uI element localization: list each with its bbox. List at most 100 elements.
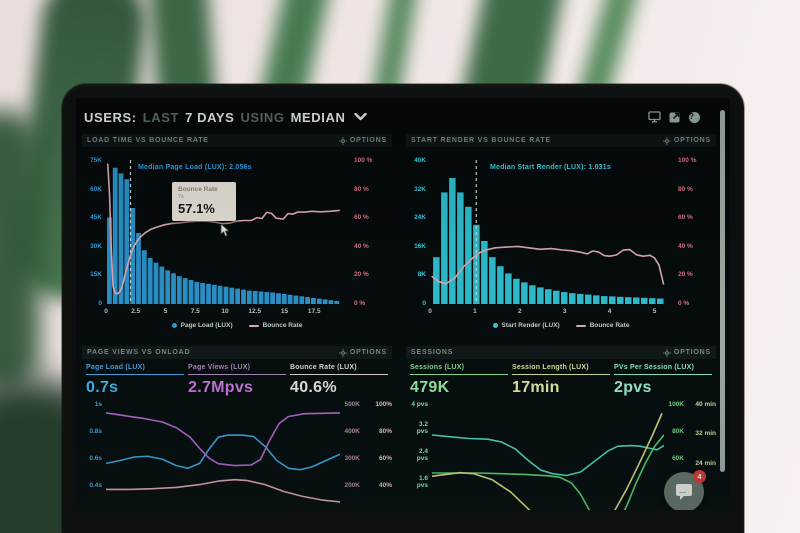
chart-legend: Start Render (LUX) Bounce Rate [406,322,716,329]
axis-tick-label: 40 min [695,401,716,408]
y-axis-right-bounce: 100% 80% 60% 40% [366,401,392,489]
dashboard-header: USERS: LAST 7 DAYS USING MEDIAN ? [84,105,700,129]
axis-tick-label: 7.5 [190,308,200,315]
legend-item-page-load[interactable]: Page Load (LUX) [171,322,233,329]
y-axis-right-minutes: 40 min 32 min 24 min [688,401,716,489]
vertical-scrollbar[interactable] [720,110,725,472]
tooltip-title: Bounce Rate [178,186,218,193]
median-annotation: Median Start Render (LUX): 1.031s [490,164,611,171]
axis-tick-label: 60K [672,455,684,462]
legend-dot [492,323,498,328]
header-toolbar: ? [648,111,700,123]
axis-tick-label: 16K [414,242,426,250]
options-button[interactable]: OPTIONS [339,348,387,357]
panel-header: SESSIONS OPTIONS [406,346,716,359]
metric-session-length: Session Length (LUX) 17min [512,364,610,397]
share-icon[interactable] [669,111,681,123]
axis-tick-label: 30K [90,242,102,250]
metric-pvs-per-session: PVs Per Session (LUX) 2pvs [614,364,712,397]
y-axis-left: 40K 32K 24K 16K 8K 0 [406,157,426,307]
tooltip-time: 7s [178,194,184,200]
metric-value: 0.7s [86,379,119,396]
axis-tick-label: 60K [90,185,102,193]
legend-dot [171,323,177,328]
metric-value: 479K [410,379,450,396]
metric-label: PVs Per Session (LUX) [614,364,712,375]
mouse-cursor-icon [220,223,230,242]
gear-icon [339,348,347,357]
axis-tick-label: 1s [94,401,102,408]
bounce-rate-tooltip: Bounce Rate 7s 57.1% [172,182,236,221]
axis-tick-label: 0.8s [89,428,102,435]
metric-page-views: Page Views (LUX) 2.7Mpvs [188,364,286,397]
load-time-chart [107,160,340,304]
axis-tick-label: 24 min [695,459,716,467]
axis-tick-label: 500K [344,401,360,408]
axis-tick-label: 100K [668,401,684,408]
notification-badge: 4 [693,470,706,483]
axis-tick-label: 1 [473,308,477,315]
axis-tick-label: 0 [428,308,432,315]
axis-tick-label: 0 [98,299,102,307]
metric-label: Sessions (LUX) [410,364,508,375]
panel-start-render-vs-bounce-rate: START RENDER VS BOUNCE RATE OPTIONS 40K 3… [406,134,716,344]
legend-item-bounce-rate[interactable]: Bounce Rate [575,322,629,329]
axis-tick-label: 75K [90,157,102,164]
header-median-value[interactable]: MEDIAN [290,109,346,125]
axis-tick-label: 60 % [678,214,693,222]
metric-value: 17min [512,379,560,396]
panel-header: PAGE VIEWS VS ONLOAD OPTIONS [82,346,392,359]
panel-page-views-vs-onload: PAGE VIEWS VS ONLOAD OPTIONS Page Load (… [82,346,392,510]
axis-tick-label: 20 % [678,271,693,279]
legend-item-bounce-rate[interactable]: Bounce Rate [248,322,302,329]
monitor-icon[interactable] [648,111,661,123]
header-users-label: USERS: [84,109,137,125]
header-days-value[interactable]: 7 DAYS [185,109,235,125]
legend-item-start-render[interactable]: Start Render (LUX) [492,322,560,329]
options-button[interactable]: OPTIONS [663,348,711,357]
chat-widget-button[interactable]: 4 [664,470,706,510]
help-icon[interactable]: ? [689,111,700,123]
plant-leaf [0,110,40,390]
y-axis-right-pageviews: 500K 400K 300K 200K [336,401,360,489]
axis-tick-label: 0 % [678,299,690,307]
axis-tick-label: 4 pvs [411,401,428,408]
options-button[interactable]: OPTIONS [663,136,711,145]
metric-sessions: Sessions (LUX) 479K [410,364,508,397]
axis-tick-label: 300K [344,455,360,462]
axis-tick-label: 5 [652,308,657,315]
start-render-chart [431,160,665,304]
axis-tick-label: 2.4 pvs [416,448,428,462]
axis-tick-label: 32K [414,185,426,193]
panel-title: LOAD TIME VS BOUNCE RATE [87,137,209,144]
panel-title: SESSIONS [411,349,454,356]
axis-tick-label: 200K [344,482,360,489]
header-using-label: USING [240,109,285,125]
axis-tick-label: 10 [221,308,229,315]
legend-dash [575,324,586,327]
metric-value: 2.7Mpvs [188,379,254,396]
panel-title: PAGE VIEWS VS ONLOAD [87,349,191,356]
axis-tick-label: 32 min [695,430,716,438]
metric-label: Page Load (LUX) [86,364,184,375]
metric-value: 2pvs [614,379,652,396]
panel-load-time-vs-bounce-rate: LOAD TIME VS BOUNCE RATE OPTIONS 75K 60K 4… [82,134,392,344]
gear-icon [663,348,671,357]
options-button[interactable]: OPTIONS [339,136,387,145]
axis-tick-label: 40K [414,157,426,164]
y-axis-right: 100 % 80 % 60 % 40 % 20 % 0 % [354,157,390,307]
gear-icon [663,136,671,145]
axis-tick-label: 15 [280,308,289,315]
axis-tick-label: 80K [672,428,684,435]
axis-tick-label: 100% [375,401,392,408]
x-axis: 0 2.5 5 7.5 10 12.5 15 17.5 [104,308,344,316]
chevron-down-icon[interactable] [353,113,367,121]
axis-tick-label: 80 % [354,185,369,193]
axis-tick-label: 8K [417,271,426,279]
metric-value: 40.6% [290,379,337,396]
axis-tick-label: 0 [104,308,108,315]
median-annotation: Median Page Load (LUX): 2.056s [138,164,252,171]
gear-icon [339,136,347,145]
axis-tick-label: 2 [517,308,522,315]
axis-tick-label: 100 % [354,157,373,164]
